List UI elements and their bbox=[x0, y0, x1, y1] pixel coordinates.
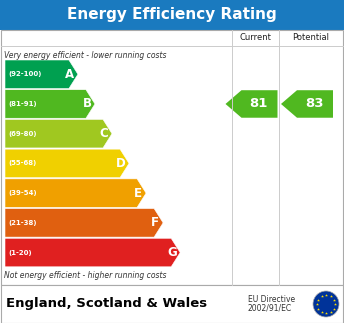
Text: 81: 81 bbox=[249, 98, 268, 110]
Bar bbox=[1, 285, 343, 323]
Text: (21-38): (21-38) bbox=[8, 220, 36, 226]
Text: EU Directive: EU Directive bbox=[248, 296, 295, 305]
Polygon shape bbox=[5, 120, 112, 148]
Text: England, Scotland & Wales: England, Scotland & Wales bbox=[6, 297, 207, 310]
Circle shape bbox=[313, 291, 339, 317]
Text: (55-68): (55-68) bbox=[8, 161, 36, 166]
Polygon shape bbox=[226, 90, 278, 118]
Text: 2002/91/EC: 2002/91/EC bbox=[248, 304, 292, 312]
Text: Not energy efficient - higher running costs: Not energy efficient - higher running co… bbox=[4, 270, 166, 279]
Text: A: A bbox=[65, 68, 74, 81]
Text: Current: Current bbox=[239, 34, 271, 43]
Text: (69-80): (69-80) bbox=[8, 131, 36, 137]
Polygon shape bbox=[5, 179, 146, 207]
Polygon shape bbox=[5, 238, 180, 267]
Text: C: C bbox=[100, 127, 108, 140]
Text: B: B bbox=[83, 98, 92, 110]
Text: D: D bbox=[116, 157, 126, 170]
Polygon shape bbox=[5, 60, 78, 89]
Text: Potential: Potential bbox=[292, 34, 330, 43]
Text: (39-54): (39-54) bbox=[8, 190, 36, 196]
Text: 83: 83 bbox=[305, 98, 323, 110]
Text: F: F bbox=[151, 216, 159, 229]
Text: (92-100): (92-100) bbox=[8, 71, 41, 77]
Bar bbox=[0, 0, 344, 30]
Polygon shape bbox=[281, 90, 333, 118]
Bar bbox=[1, 30, 343, 285]
Polygon shape bbox=[5, 149, 129, 178]
Text: E: E bbox=[134, 187, 142, 200]
Polygon shape bbox=[5, 209, 163, 237]
Text: G: G bbox=[167, 246, 177, 259]
Text: (1-20): (1-20) bbox=[8, 250, 32, 255]
Text: Very energy efficient - lower running costs: Very energy efficient - lower running co… bbox=[4, 50, 166, 59]
Text: (81-91): (81-91) bbox=[8, 101, 36, 107]
Polygon shape bbox=[5, 90, 95, 118]
Text: Energy Efficiency Rating: Energy Efficiency Rating bbox=[67, 7, 277, 23]
